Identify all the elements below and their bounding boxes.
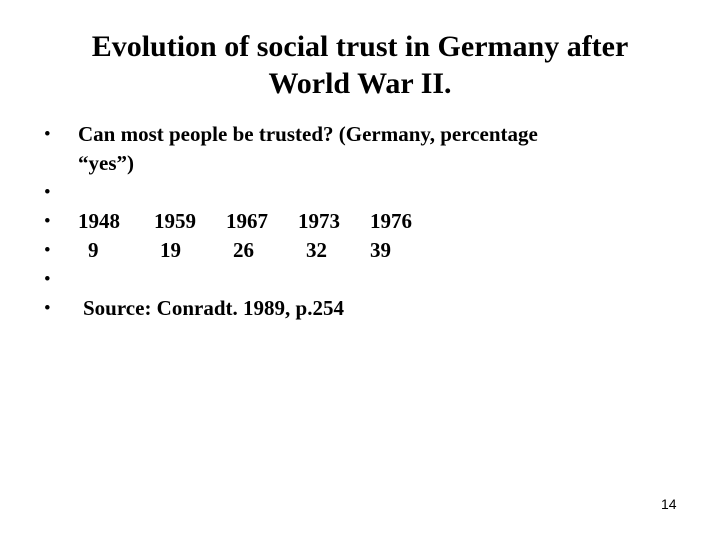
bullet-point-icon: •: [44, 298, 51, 319]
slide-title: Evolution of social trust in Germany aft…: [0, 28, 720, 102]
value-cell: 32: [306, 238, 327, 262]
year-cell: 1959: [154, 209, 196, 233]
bullet-point-icon: •: [44, 124, 51, 145]
value-cell: 26: [233, 238, 254, 262]
bullet-point-icon: •: [44, 269, 51, 290]
source-citation: Source: Conradt. 1989, p.254: [83, 296, 344, 320]
page-number: 14: [661, 496, 677, 512]
bullet-point-icon: •: [44, 182, 51, 203]
question-line-2: “yes”): [78, 151, 134, 175]
slide-title-line-2: World War II.: [268, 67, 452, 100]
bullet-point-icon: •: [44, 211, 51, 232]
bullet-values: • 9 19 26 32 39: [0, 236, 720, 265]
bullet-empty-2: •: [0, 265, 720, 294]
value-cell: 9: [88, 238, 99, 262]
year-cell: 1967: [226, 209, 268, 233]
year-cell: 1973: [298, 209, 340, 233]
value-cell: 19: [160, 238, 181, 262]
slide-title-line-1: Evolution of social trust in Germany aft…: [91, 30, 629, 63]
bullet-point-icon: •: [44, 240, 51, 261]
year-cell: 1948: [78, 209, 120, 233]
year-cell: 1976: [370, 209, 412, 233]
bullet-question: • Can most people be trusted? (Germany, …: [0, 120, 720, 178]
bullet-list: • Can most people be trusted? (Germany, …: [0, 120, 720, 323]
bullet-years: • 1948 1959 1967 1973 1976: [0, 207, 720, 236]
value-cell: 39: [370, 238, 391, 262]
question-line-1: Can most people be trusted? (Germany, pe…: [78, 122, 538, 146]
bullet-source: • Source: Conradt. 1989, p.254: [0, 294, 720, 323]
bullet-empty-1: •: [0, 178, 720, 207]
